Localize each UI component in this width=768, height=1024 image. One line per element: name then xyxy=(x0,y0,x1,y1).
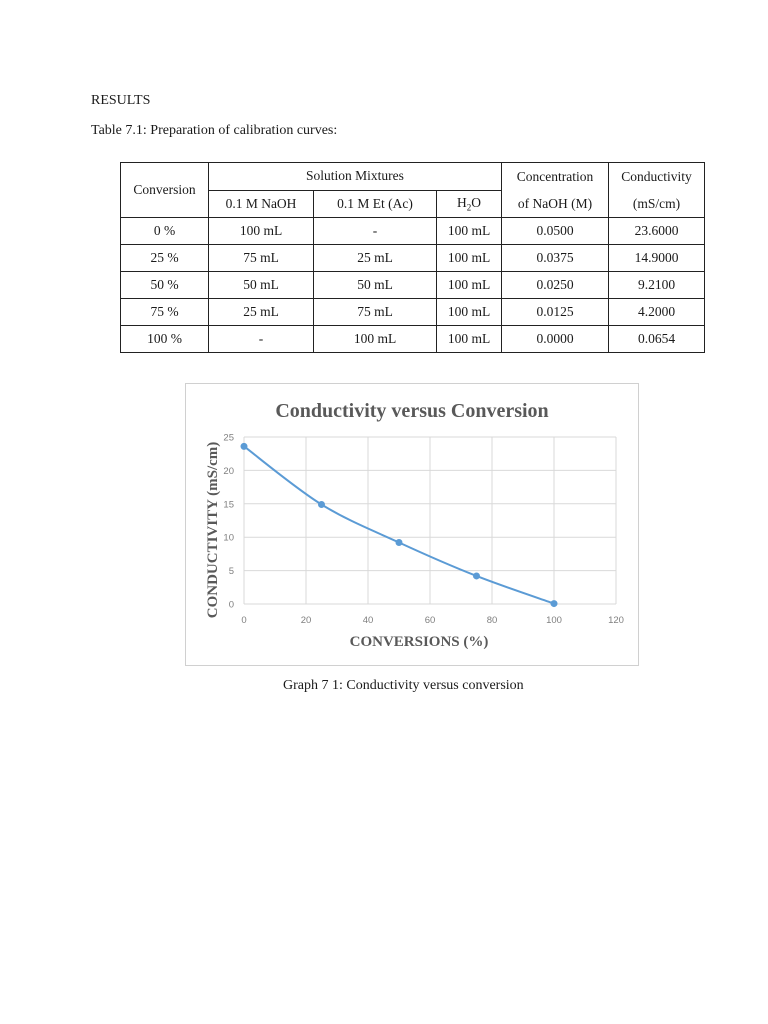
y-tick-label: 0 xyxy=(229,600,234,611)
chart-title: Conductivity versus Conversion xyxy=(275,400,548,422)
y-axis-ticks: 0 5 10 15 20 25 xyxy=(223,433,234,611)
y-tick-label: 10 xyxy=(223,533,234,544)
graph-caption: Graph 7 1: Conductivity versus conversio… xyxy=(283,678,524,693)
header-naoh: 0.1 M NaOH xyxy=(208,189,314,218)
x-tick-label: 80 xyxy=(487,615,498,626)
table-row: 50 % 50 mL 50 mL 100 mL 0.0250 9.2100 xyxy=(120,271,705,299)
table-caption: Table 7.1: Preparation of calibration cu… xyxy=(91,123,338,138)
y-tick-label: 15 xyxy=(223,499,234,510)
data-point-marker xyxy=(473,572,480,580)
x-axis-ticks: 0 20 40 60 80 100 120 xyxy=(241,615,624,626)
series-markers xyxy=(240,442,558,608)
header-solution-mixtures: Solution Mixtures xyxy=(208,162,502,191)
x-tick-label: 0 xyxy=(241,615,246,626)
y-tick-label: 5 xyxy=(229,566,234,577)
chart-canvas: Conductivity versus Conversion 0 5 10 15 20 2… xyxy=(205,400,624,650)
x-tick-label: 40 xyxy=(363,615,374,626)
header-conductivity: Conductivity (mS/cm) xyxy=(608,162,705,218)
data-point-marker xyxy=(550,600,558,608)
table-header-row: Conversion Solution Mixtures Concentrati… xyxy=(120,162,705,218)
x-axis-label: CONVERSIONS (%) xyxy=(350,634,489,650)
header-etac: 0.1 M Et (Ac) xyxy=(313,189,437,218)
chart-grid xyxy=(243,436,617,605)
y-axis-label: CONDUCTIVITY (mS/cm) xyxy=(205,442,221,619)
table-row: 0 % 100 mL -100 mL 0.0500 23.6000 xyxy=(120,217,705,245)
header-concentration: Concentration of NaOH (M) xyxy=(501,162,609,218)
chart: Conductivity versus Conversion 0 5 10 15 20 2… xyxy=(185,383,639,666)
section-heading: RESULTS xyxy=(91,93,151,108)
x-tick-label: 100 xyxy=(546,615,562,626)
table-row: 100 % -100 mL 100 mL 0.0000 0.0654 xyxy=(120,325,705,353)
x-tick-label: 20 xyxy=(301,615,312,626)
table-row: 75 % 25 mL 75 mL 100 mL 0.0125 4.2000 xyxy=(120,298,705,326)
header-h2o: H2O xyxy=(436,189,502,218)
x-tick-label: 60 xyxy=(425,615,436,626)
table-row: 25 % 75 mL 25 mL 100 mL 0.0375 14.9000 xyxy=(120,244,705,272)
x-tick-label: 120 xyxy=(608,615,624,626)
data-point-marker xyxy=(318,500,325,508)
table-subheader-row: 0.1 M NaOH 0.1 M Et (Ac) H2O xyxy=(121,189,705,218)
data-point-marker xyxy=(240,442,248,450)
y-tick-label: 25 xyxy=(223,433,234,444)
calibration-table: Conversion Solution Mixtures Concentrati… xyxy=(120,162,705,353)
y-tick-label: 20 xyxy=(223,466,234,477)
data-point-marker xyxy=(395,538,403,546)
header-conversion: Conversion xyxy=(120,162,209,218)
